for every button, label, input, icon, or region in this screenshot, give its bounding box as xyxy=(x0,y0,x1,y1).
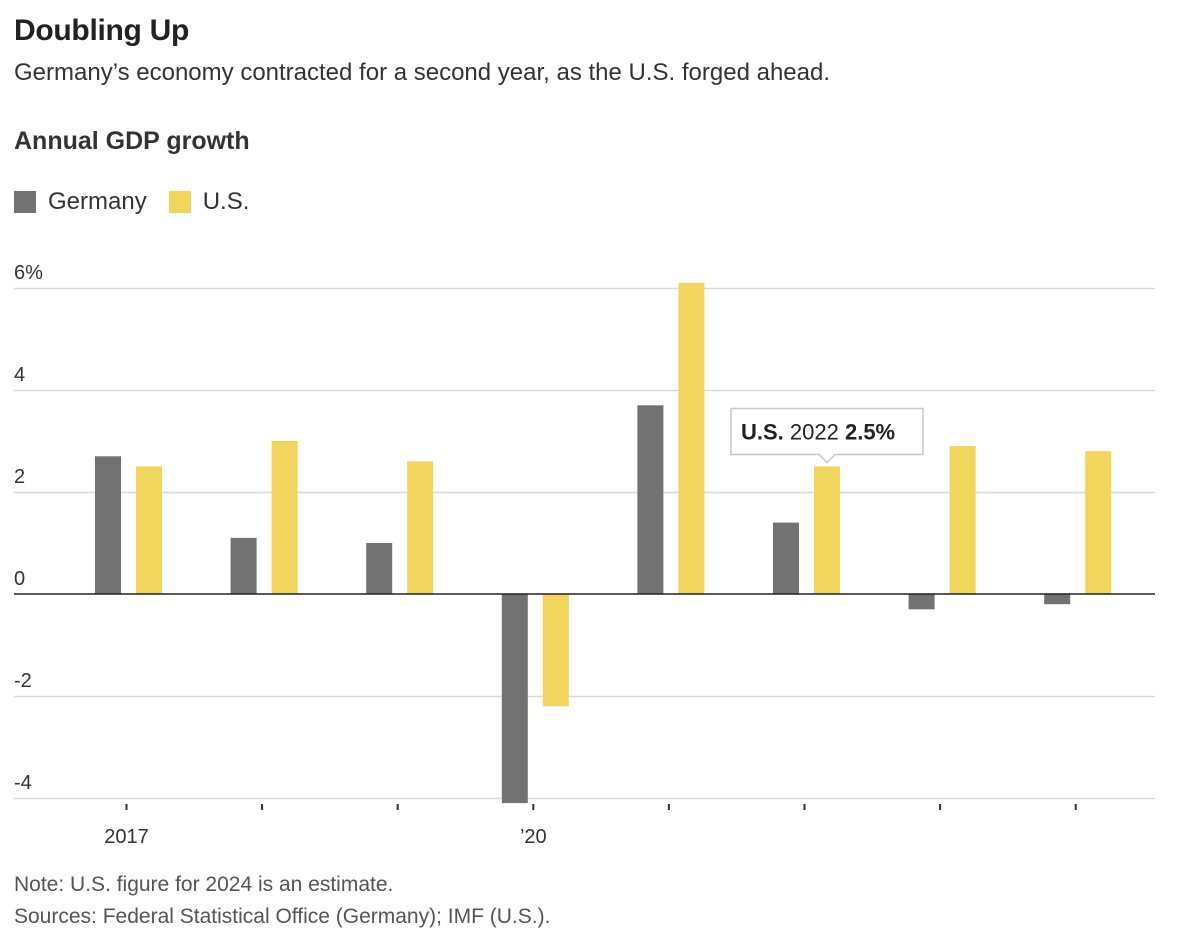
us-bar xyxy=(814,466,840,594)
y-tick-label: 6% xyxy=(14,262,43,284)
legend: Germany U.S. xyxy=(14,188,271,216)
y-tick-label: 2 xyxy=(14,466,25,488)
us-bar xyxy=(407,461,434,594)
chart-subtitle: Germany’s economy contracted for a secon… xyxy=(14,59,831,86)
us-bar xyxy=(678,282,705,594)
legend-label-us: U.S. xyxy=(202,188,250,215)
germany-bar xyxy=(95,456,121,594)
y-tick-label: -2 xyxy=(14,670,32,692)
us-bar xyxy=(271,441,298,594)
germany-bar xyxy=(1044,594,1071,605)
y-tick-label: 4 xyxy=(14,364,25,386)
tooltip-text: U.S. 2022 2.5% xyxy=(741,420,895,445)
tooltip-year: 2022 xyxy=(784,420,845,445)
us-bar xyxy=(542,594,569,707)
germany-bar xyxy=(908,594,935,610)
germany-bar xyxy=(637,405,664,594)
y-tick-label: 0 xyxy=(14,568,25,590)
tooltip-value: 2.5% xyxy=(845,420,895,445)
us-bar xyxy=(949,446,976,594)
germany-bar xyxy=(773,522,799,594)
germany-bar xyxy=(230,537,257,594)
bar-chart: 6% 4 2 0 -2 -4 2017 ’20 U.S. 2022 2.5% xyxy=(14,262,1155,848)
us-bar xyxy=(1085,451,1112,594)
legend-label-germany: Germany xyxy=(48,188,147,215)
chart-note: Note: U.S. figure for 2024 is an estimat… xyxy=(14,873,394,896)
chart-heading: Annual GDP growth xyxy=(14,127,250,155)
x-tick-label: ’20 xyxy=(520,826,547,848)
germany-bar xyxy=(366,543,393,594)
tooltip-series: U.S. xyxy=(741,420,784,445)
chart-sources: Sources: Federal Statistical Office (Ger… xyxy=(14,905,551,928)
legend-item-germany[interactable]: Germany xyxy=(14,188,147,216)
us-bar xyxy=(136,466,162,594)
legend-swatch-germany xyxy=(14,191,36,213)
tooltip-box xyxy=(730,407,924,464)
y-tick-label: -4 xyxy=(14,772,32,794)
x-tick-label: 2017 xyxy=(104,826,149,848)
legend-item-us[interactable]: U.S. xyxy=(168,188,250,216)
legend-swatch-us xyxy=(168,191,191,213)
chart-title: Doubling Up xyxy=(14,14,189,47)
tooltip: U.S. 2022 2.5% xyxy=(730,407,924,464)
germany-bar xyxy=(501,594,528,804)
